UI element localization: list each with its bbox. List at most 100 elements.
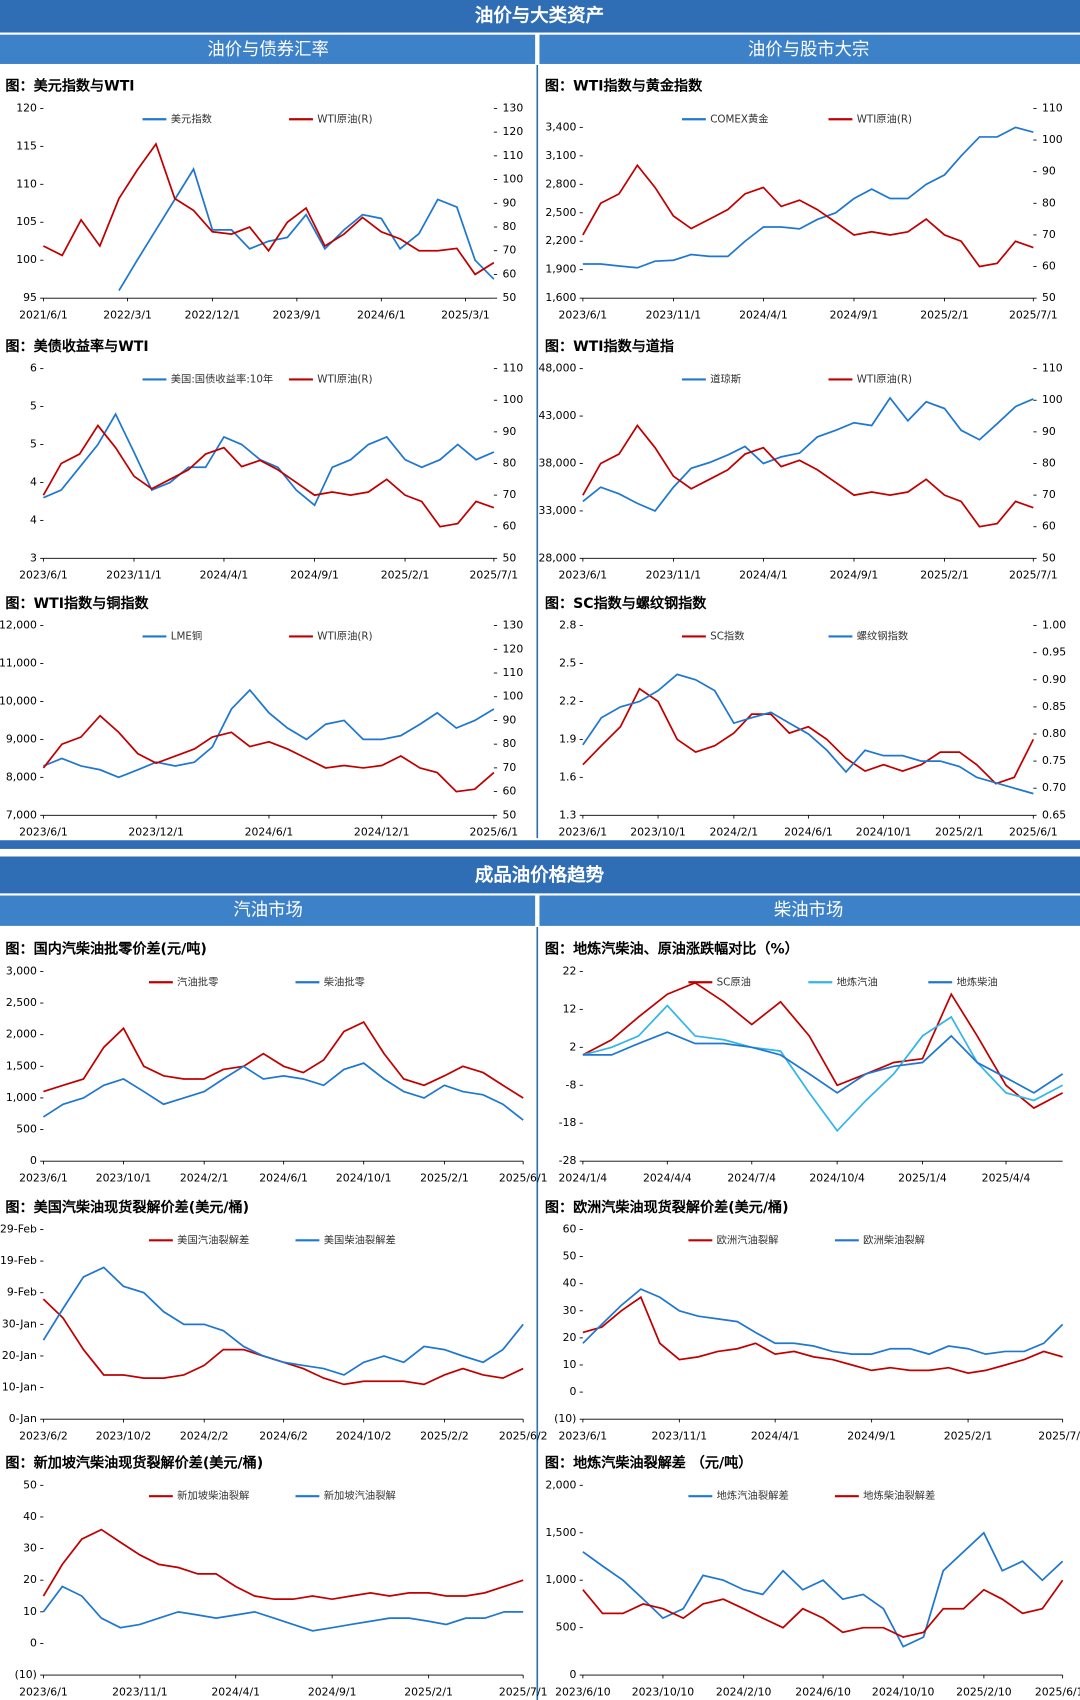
y-tick-label: 110 [503,149,524,162]
x-tick-label: 2025/2/2 [420,1430,469,1443]
y-tick-label: 0.80 [1042,727,1066,740]
y-tick-label: 43,000 [538,409,576,422]
series-line [582,981,1064,1110]
y-tick-label: 2,500 [545,206,576,219]
x-tick-label: 2024/4/1 [200,569,249,582]
y-tick-label: 3 [30,551,37,564]
y-tick-label: 29-Feb [0,1222,37,1235]
x-tick-label: 2025/6/2 [499,1430,548,1443]
y-tick-label: 2.8 [559,619,576,632]
chart-title: 图：美国汽柴油现货裂解价差(美元/桶) [5,1199,249,1216]
y-tick-label: 10 [23,1605,37,1618]
y-tick-label: 90 [503,425,517,438]
series-line [582,1531,1064,1648]
y-tick-label: 110 [503,362,524,375]
x-tick-label: 2025/2/1 [944,1430,993,1443]
y-tick-label: 0.85 [1042,700,1066,713]
series-line [42,1266,524,1376]
x-tick-label: 2024/4/1 [751,1430,800,1443]
x-tick-label: 2025/3/1 [441,309,490,322]
y-tick-label: 9-Feb [7,1286,37,1299]
y-tick-label: 110 [503,666,524,679]
y-tick-label: 2,000 [545,1478,576,1491]
y-tick-label: 1.3 [559,808,576,821]
y-tick-label: 120 [503,125,524,138]
x-tick-label: 2025/7/1 [1009,569,1058,582]
x-tick-label: 2025/6/1 [470,826,519,839]
series-line [42,424,495,528]
x-tick-label: 2025/2/1 [420,1172,469,1185]
x-tick-label: 2023/9/1 [273,309,322,322]
x-tick-label: 2025/2/1 [404,1685,453,1698]
x-tick-label: 2023/6/1 [19,569,68,582]
y-tick-label: -18 [559,1116,577,1129]
x-tick-label: 2023/6/1 [19,1172,68,1185]
legend-label: LME铜 [171,630,202,642]
legend-label: SC指数 [710,629,744,642]
legend-label: 美元指数 [171,112,212,125]
tab-bar [539,895,1080,926]
y-tick-label: 0.65 [1042,808,1066,821]
y-tick-label: 105 [16,215,37,228]
y-tick-label: 0 [30,1636,37,1649]
y-tick-label: 3,000 [6,964,37,977]
series-line [582,126,1034,269]
x-tick-label: 2024/10/10 [872,1685,935,1698]
legend-label: 地炼汽油 [837,975,878,988]
tab-title: 油价与股市大宗 [748,40,869,60]
x-tick-label: 2023/11/1 [646,309,702,322]
x-tick-label: 2024/6/1 [259,1172,308,1185]
y-tick-label: 1,000 [545,1573,576,1586]
x-tick-label: 2023/6/1 [19,826,68,839]
legend-label: WTI原油(R) [857,112,912,125]
y-tick-label: 0 [30,1154,37,1167]
x-tick-label: 2025/1/4 [898,1172,947,1185]
y-tick-label: 120 [16,101,37,114]
y-tick-label: 0.95 [1042,646,1066,659]
y-tick-label: 2 [569,1040,576,1053]
chart-title: 图：国内汽柴油批零价差(元/吨) [5,941,206,958]
series-line [582,163,1034,268]
x-tick-label: 2025/6/1 [1009,826,1058,839]
x-tick-label: 2024/7/4 [727,1172,776,1185]
y-tick-label: 0-Jan [9,1412,37,1425]
x-tick-label: 2025/7/1 [1009,309,1058,322]
y-tick-label: 100 [503,393,524,406]
x-tick-label: 2024/2/1 [180,1172,229,1185]
series-line [582,1031,1064,1094]
y-tick-label: 12 [563,1002,577,1015]
x-tick-label: 2024/4/1 [739,569,788,582]
y-tick-label: 19-Feb [0,1254,37,1267]
y-tick-label: 70 [503,488,517,501]
y-tick-label: 0.70 [1042,781,1066,794]
y-tick-label: (10) [15,1668,37,1681]
x-tick-label: 2024/6/1 [245,826,294,839]
legend-label: 欧洲汽油裂解 [717,1233,779,1246]
x-tick-label: 2023/10/10 [632,1685,695,1698]
y-tick-label: 1.6 [559,770,576,783]
x-tick-label: 2024/4/4 [643,1172,692,1185]
y-tick-label: 30 [23,1542,37,1555]
legend-label: COMEX黄金 [710,112,768,125]
y-tick-label: 80 [503,737,517,750]
y-tick-label: 100 [1042,393,1063,406]
legend-label: 美国汽油裂解差 [177,1233,249,1246]
x-tick-label: 2023/6/1 [19,1685,68,1698]
y-tick-label: 20-Jan [2,1349,37,1362]
chart-title: 图：WTI指数与道指 [545,338,674,355]
y-tick-label: 30-Jan [2,1317,37,1330]
x-tick-label: 2024/6/2 [259,1430,308,1443]
chart-title: 图：地炼汽柴油裂解差 （元/吨） [545,1455,752,1472]
chart-title: 图：SC指数与螺纹钢指数 [545,595,707,612]
y-tick-label: 100 [16,253,37,266]
divider-bar [0,840,1080,849]
y-tick-label: 80 [1042,196,1056,209]
legend-label: 地炼汽油裂解差 [717,1489,789,1502]
y-tick-label: 5 [30,400,37,413]
section-title: 油价与大类资产 [475,4,604,26]
legend-label: 螺纹钢指数 [857,629,909,642]
y-tick-label: 110 [16,177,37,190]
legend-label: WTI原油(R) [317,629,372,642]
x-tick-label: 2023/11/1 [646,569,702,582]
x-tick-label: 2025/7/1 [499,1685,548,1698]
